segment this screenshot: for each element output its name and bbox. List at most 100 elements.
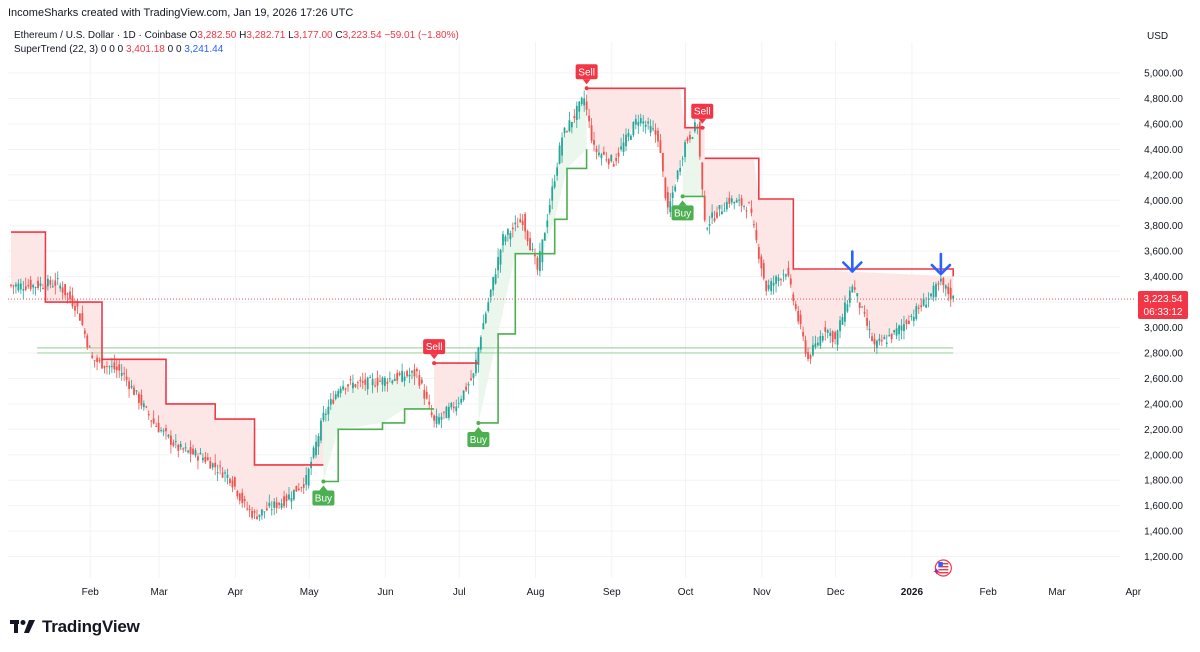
signal-badge[interactable] [467,431,490,447]
candle-body [499,249,502,265]
candle-body [219,465,221,467]
candle-body [462,390,465,400]
badge-stripe [938,566,949,568]
open-label: O [189,30,198,41]
signal-badge[interactable] [671,205,694,221]
candle-body [39,283,42,287]
signal-badge[interactable] [312,490,335,506]
candle-body [930,293,932,297]
badge-canton [938,562,943,567]
price-tick-label: 3,400.00 [1144,272,1183,283]
signal-pointer [698,118,707,124]
candle-body [81,313,84,325]
candle-body [519,219,522,223]
candle-body [706,228,709,230]
candle-body [295,485,298,492]
open-value: 3,282.50 [197,30,237,41]
candle-body [226,474,229,479]
candle-body [885,342,888,344]
price-axis[interactable]: 5,000.00 4,800.00 4,600.00 4,400.00 4,200.00… [1144,69,1183,564]
candle-body [101,358,103,369]
candle-body [364,379,367,385]
candle-body [718,205,721,209]
flag-badge-icon[interactable]: ✦ [932,559,952,578]
supertrend-fill [586,88,705,226]
candle-body [848,290,851,303]
tradingview-brand[interactable]: TradingView [10,617,140,637]
signal-badge[interactable] [423,339,446,355]
candle-body [19,283,22,290]
symbol-legend-row[interactable]: Ethereum / U.S. Dollar · 1D · Coinbase O… [14,29,459,43]
candle-body [551,186,554,201]
candle-body [248,508,251,510]
candle-body [698,122,701,157]
candle-body [10,284,12,286]
supertrend-fill [434,347,479,423]
candle-body [420,379,423,384]
candle-body [883,337,886,340]
candle-body [425,391,428,399]
candle-body [775,276,777,284]
candle-body [863,312,866,314]
price-tick-label: 4,600.00 [1144,119,1183,130]
candle-body [725,201,728,210]
candle-body [138,393,140,404]
candle-body [908,320,910,324]
candle-body [772,282,775,286]
candle-body [452,406,455,409]
candle-body [585,101,588,110]
candle-body [753,224,755,226]
candle-body [760,256,763,269]
supertrend-line [586,87,705,129]
candle-body [61,287,64,293]
candle-body [534,254,536,257]
candle-body [192,448,194,455]
candle-body [157,422,160,433]
candle-body [356,382,359,384]
candle-body [103,365,106,369]
candle-body [167,434,170,437]
candle-body [455,406,458,412]
candle-body [467,384,470,386]
candle-body [216,472,219,474]
candle-body [339,388,342,394]
candle-body [671,192,674,199]
currency-label[interactable]: USD [1147,31,1169,42]
candle-body [637,121,640,126]
supertrend-line [11,231,324,466]
candle-body [738,199,741,201]
candle-body [142,403,145,408]
candle-body [917,307,920,309]
indicator-flags: 0 0 0 [100,44,124,55]
candle-body [403,376,406,381]
candle-body [17,283,20,291]
candle-body [691,137,694,139]
candle-body [297,488,300,491]
candle-body [22,289,25,291]
candle-body [866,317,868,326]
candle-body [96,357,98,362]
candle-body [620,146,622,150]
signal-badge[interactable] [691,103,714,119]
price-tick-label: 4,400.00 [1144,145,1183,156]
candle-body [152,418,155,424]
high-label: H [239,30,247,41]
candle-body [748,202,750,204]
candle-body [676,170,679,180]
candle-body [716,212,718,218]
candle-body [179,443,182,448]
candle-body [361,380,364,383]
candle-body [553,181,556,188]
candle-body [735,200,738,203]
candle-body [233,477,236,487]
candle-body [639,118,642,124]
candle-body [942,277,945,286]
candle-body [789,278,792,285]
indicator-legend-row[interactable]: SuperTrend (22, 3) 0 0 0 3,401.18 0 0 3,… [14,43,459,57]
candle-body [910,316,913,318]
candle-body [221,472,224,478]
time-axis[interactable]: Feb Mar Apr May Jun Jul Aug Sep Oct Nov Dec 2026 Feb… [82,587,1142,598]
signal-badge[interactable] [575,64,598,80]
candle-body [320,420,322,441]
